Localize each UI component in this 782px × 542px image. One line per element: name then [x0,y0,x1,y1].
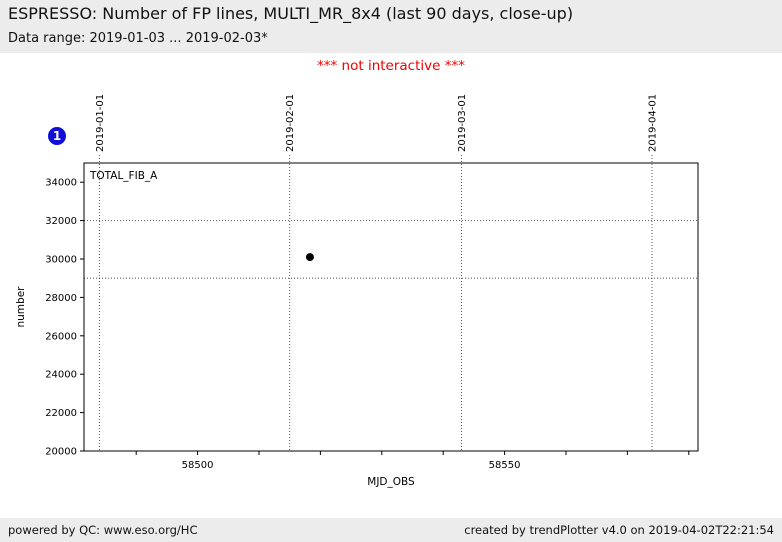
date-tick-label: 2019-02-01 [285,94,296,152]
y-tick-label: 34000 [45,178,77,189]
y-tick-label: 32000 [45,216,77,227]
x-axis-label: MJD_OBS [367,476,415,488]
data-range-subtitle: Data range: 2019-01-03 ... 2019-02-03* [8,31,268,46]
legend-label: TOTAL_FIB_A [89,170,158,182]
y-axis-label: number [15,286,27,328]
date-tick-label: 2019-01-01 [95,94,106,152]
header-bar: ESPRESSO: Number of FP lines, MULTI_MR_8… [0,0,782,53]
y-tick-label: 28000 [45,293,77,304]
footer-created-by: created by trendPlotter v4.0 on 2019-04-… [464,523,774,537]
x-tick-label: 58500 [182,460,214,471]
y-tick-label: 30000 [45,255,77,266]
plot-index-badge: 1 [48,127,66,145]
y-tick-label: 22000 [45,408,77,419]
page-title: ESPRESSO: Number of FP lines, MULTI_MR_8… [8,4,574,23]
date-tick-label: 2019-03-01 [457,94,468,152]
footer-bar: powered by QC: www.eso.org/HC created by… [0,518,782,542]
data-point [305,253,314,262]
date-tick-label: 2019-04-01 [647,94,658,152]
not-interactive-notice: *** not interactive *** [317,58,465,74]
y-tick-label: 24000 [45,370,77,381]
plot-frame [83,162,699,452]
footer-powered-by: powered by QC: www.eso.org/HC [8,523,198,537]
y-tick-label: 20000 [45,447,77,458]
y-tick-label: 26000 [45,331,77,342]
x-tick-label: 58550 [489,460,521,471]
